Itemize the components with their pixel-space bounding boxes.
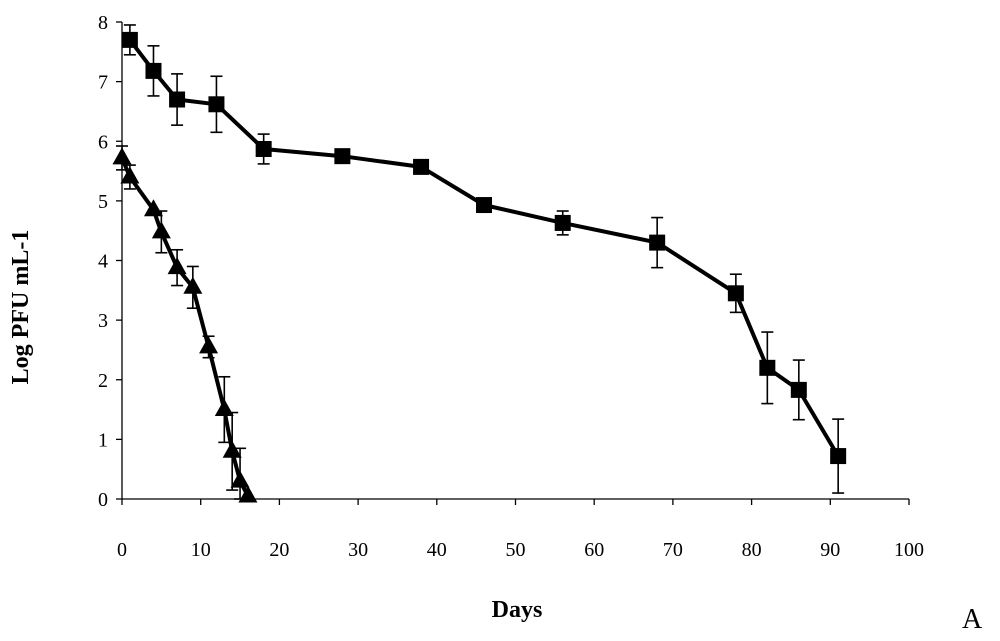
x-tick-label: 90 <box>820 539 840 561</box>
data-point-square <box>554 214 571 231</box>
y-tick-label: 5 <box>98 191 108 213</box>
y-tick-label: 7 <box>98 72 108 94</box>
y-tick-label: 0 <box>98 489 108 511</box>
data-marks <box>112 24 847 503</box>
y-tick-label: 2 <box>98 370 108 392</box>
data-point-triangle <box>222 440 242 458</box>
series-line <box>128 38 840 458</box>
series-line <box>120 157 250 497</box>
y-tick-label: 1 <box>98 429 108 451</box>
data-point-square <box>145 62 162 79</box>
x-tick-label: 70 <box>663 539 683 561</box>
series-triangles <box>112 145 258 503</box>
data-point-square <box>169 91 186 108</box>
data-point-square <box>727 285 744 302</box>
data-point-triangle <box>183 276 203 294</box>
x-tick-label: 0 <box>117 539 127 561</box>
x-tick-label: 60 <box>584 539 604 561</box>
data-point-square <box>208 96 225 113</box>
data-point-triangle <box>143 199 163 217</box>
panel-label: A <box>962 604 983 635</box>
data-point-square <box>413 158 430 175</box>
data-point-triangle <box>167 257 187 275</box>
data-point-triangle <box>238 485 258 503</box>
data-point-square <box>759 359 776 376</box>
data-point-square <box>649 234 666 251</box>
data-point-square <box>476 197 493 214</box>
x-tick-label: 30 <box>348 539 368 561</box>
data-point-triangle <box>120 166 140 184</box>
data-point-square <box>790 381 807 398</box>
series-squares <box>121 24 847 494</box>
x-axis-title: Days <box>492 597 543 623</box>
y-axis-title: Log PFU mL-1 <box>8 230 34 385</box>
x-tick-label: 50 <box>506 539 526 561</box>
y-tick-label: 3 <box>98 310 108 332</box>
x-tick-label: 20 <box>269 539 289 561</box>
y-tick-label: 4 <box>98 251 108 273</box>
y-tick-label: 8 <box>98 12 108 34</box>
y-tick-label: 6 <box>98 131 108 153</box>
data-point-triangle <box>214 399 234 417</box>
x-tick-label: 100 <box>894 539 924 561</box>
data-point-triangle <box>151 221 171 239</box>
x-tick-label: 10 <box>191 539 211 561</box>
data-point-square <box>830 448 847 465</box>
x-tick-label: 40 <box>427 539 447 561</box>
data-point-triangle <box>112 147 132 165</box>
data-point-square <box>334 148 351 165</box>
data-point-triangle <box>230 470 250 488</box>
data-point-square <box>255 141 272 158</box>
x-tick-label: 80 <box>742 539 762 561</box>
data-point-triangle <box>199 336 219 354</box>
data-point-square <box>121 31 138 48</box>
